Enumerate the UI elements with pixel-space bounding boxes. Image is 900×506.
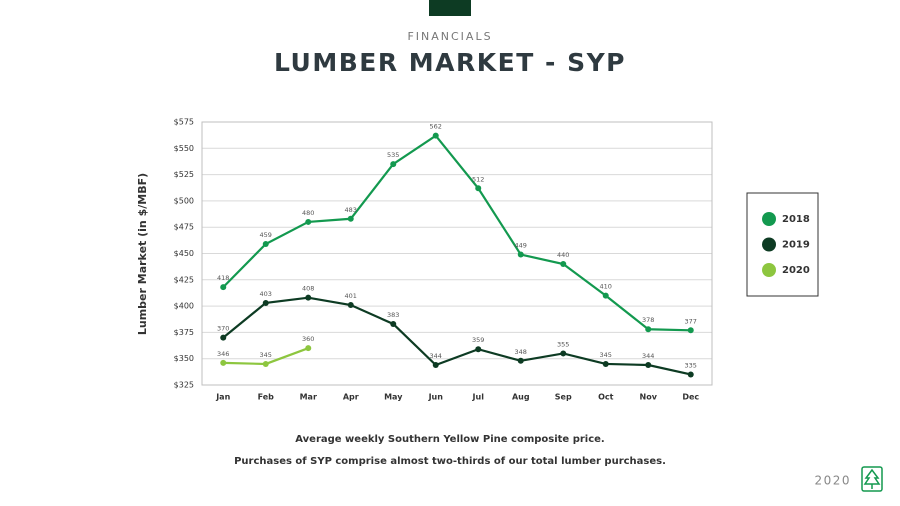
data-point <box>390 320 397 327</box>
data-label: 345 <box>600 351 612 359</box>
x-tick-label: Mar <box>300 393 317 402</box>
data-label: 355 <box>557 340 569 348</box>
data-point <box>305 345 312 352</box>
data-point <box>220 284 227 291</box>
y-tick-label: $525 <box>174 170 194 179</box>
y-tick-label: $575 <box>174 118 194 127</box>
data-label: 410 <box>600 283 612 291</box>
y-tick-label: $400 <box>174 302 194 311</box>
footer-year: 2020 <box>814 474 851 488</box>
logo <box>861 466 883 492</box>
x-tick-label: Feb <box>258 393 275 402</box>
data-label: 360 <box>302 335 314 343</box>
data-label: 346 <box>217 350 229 358</box>
data-point <box>560 261 567 268</box>
data-point <box>220 334 227 341</box>
data-point <box>305 218 312 225</box>
data-point <box>602 360 609 367</box>
y-tick-label: $375 <box>174 328 194 337</box>
legend-swatch <box>762 212 776 226</box>
y-tick-label: $425 <box>174 275 194 284</box>
data-label: 403 <box>260 290 272 298</box>
data-point <box>390 161 397 168</box>
y-tick-label: $450 <box>174 249 194 258</box>
data-label: 335 <box>685 361 697 369</box>
x-tick-label: Oct <box>598 393 614 402</box>
y-tick-label: $350 <box>174 354 194 363</box>
x-tick-label: Jul <box>472 393 485 402</box>
x-tick-label: May <box>384 393 403 402</box>
data-point <box>517 251 524 258</box>
data-point <box>262 241 269 248</box>
chart-title: LUMBER MARKET - SYP <box>274 48 626 77</box>
data-point <box>645 362 652 369</box>
data-point <box>262 360 269 367</box>
data-label: 370 <box>217 325 229 333</box>
section-label: FINANCIALS <box>407 30 492 43</box>
x-tick-label: Jun <box>428 393 444 402</box>
data-point <box>687 327 694 334</box>
data-label: 408 <box>302 285 314 293</box>
data-point <box>560 350 567 357</box>
data-label: 377 <box>685 317 697 325</box>
x-tick-label: Sep <box>555 393 572 402</box>
data-label: 483 <box>345 206 357 214</box>
data-label: 449 <box>515 242 527 250</box>
legend-label: 2019 <box>782 240 810 251</box>
data-point <box>517 357 524 364</box>
data-point <box>432 362 439 369</box>
data-label: 344 <box>430 352 442 360</box>
x-tick-label: Aug <box>512 393 530 402</box>
data-label: 440 <box>557 251 569 259</box>
data-label: 383 <box>387 311 399 319</box>
data-point <box>305 294 312 301</box>
series-line <box>222 134 691 332</box>
data-label: 418 <box>217 274 229 282</box>
data-point <box>687 371 694 378</box>
data-point <box>475 185 482 192</box>
data-point <box>220 359 227 366</box>
data-label: 480 <box>302 209 314 217</box>
data-point <box>347 302 354 309</box>
data-label: 512 <box>472 175 484 183</box>
data-point <box>602 292 609 299</box>
note: Average weekly Southern Yellow Pine comp… <box>295 434 604 445</box>
data-label: 562 <box>430 123 442 131</box>
data-point <box>432 132 439 139</box>
data-point <box>645 326 652 333</box>
data-point <box>262 299 269 306</box>
y-tick-label: $500 <box>174 196 194 205</box>
y-axis-label: Lumber Market (in $/MBF) <box>136 173 149 335</box>
data-label: 535 <box>387 151 399 159</box>
data-label: 345 <box>260 351 272 359</box>
data-label: 359 <box>472 336 484 344</box>
data-label: 378 <box>642 316 654 324</box>
x-tick-label: Dec <box>682 393 699 402</box>
top-accent <box>429 0 471 16</box>
legend-label: 2020 <box>782 265 810 276</box>
x-tick-label: Apr <box>343 393 359 402</box>
x-tick-label: Jan <box>215 393 230 402</box>
data-label: 348 <box>515 348 527 356</box>
data-point <box>347 215 354 222</box>
data-label: 459 <box>260 231 272 239</box>
data-point <box>475 346 482 353</box>
y-tick-label: $475 <box>174 223 194 232</box>
data-label: 344 <box>642 352 654 360</box>
y-tick-label: $325 <box>174 381 194 390</box>
plot-border <box>201 121 713 386</box>
series-line <box>222 296 691 376</box>
legend-swatch <box>762 263 776 277</box>
y-tick-label: $550 <box>174 144 194 153</box>
legend-label: 2018 <box>782 214 810 225</box>
legend-swatch <box>762 237 776 252</box>
note: Purchases of SYP comprise almost two-thi… <box>234 456 666 467</box>
legend-box <box>746 192 819 297</box>
x-tick-label: Nov <box>640 393 658 402</box>
data-label: 401 <box>345 292 357 300</box>
